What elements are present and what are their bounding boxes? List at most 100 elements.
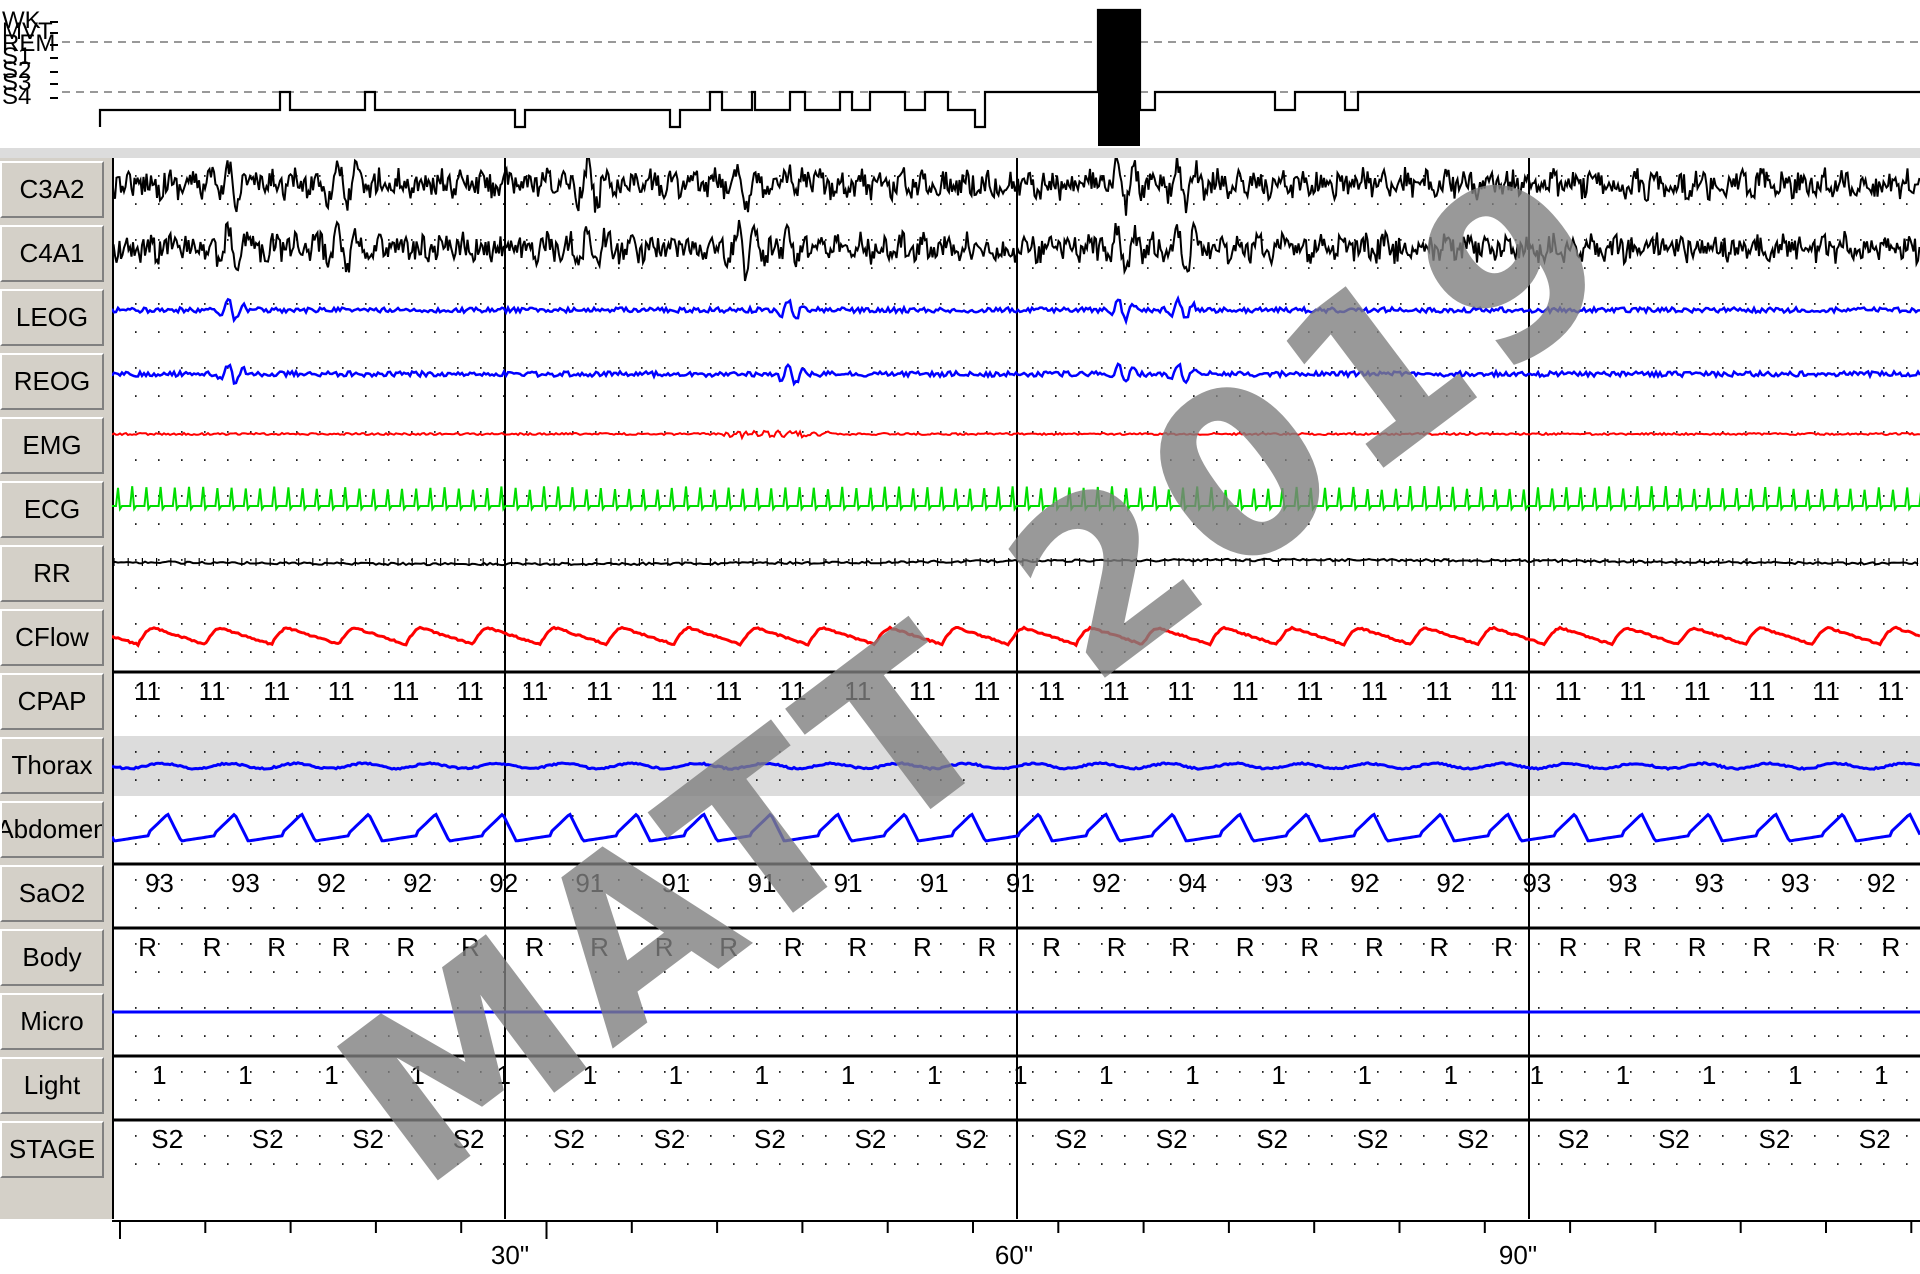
body-value: R [848, 932, 867, 962]
hypnogram[interactable]: WK MVT REM S1 S2 S3 S4 [0, 0, 1920, 148]
light-value: 1 [1099, 1060, 1113, 1090]
body-value: R [1171, 932, 1190, 962]
body-value: R [655, 932, 674, 962]
sao2-value: 93 [1522, 868, 1551, 898]
body-value: R [913, 932, 932, 962]
sao2-value: 93 [231, 868, 260, 898]
cpap-value: 11 [457, 676, 484, 706]
light-value: 1 [1616, 1060, 1630, 1090]
sao2-value: 92 [403, 868, 432, 898]
body-value: R [1430, 932, 1449, 962]
body-value: R [719, 932, 738, 962]
cpap-value: 11 [1296, 676, 1323, 706]
trace-cflow [111, 625, 1920, 648]
cpap-value: 11 [1361, 676, 1388, 706]
channel-button-abdomen[interactable]: Abdomen [0, 801, 104, 858]
light-value: 1 [238, 1060, 252, 1090]
body-value: R [1688, 932, 1707, 962]
sao2-value: 92 [1092, 868, 1121, 898]
channel-button-sao2[interactable]: SaO2 [0, 865, 104, 922]
stage-label-s1: S1 [2, 43, 31, 70]
sao2-value: 92 [1350, 868, 1379, 898]
channel-button-cflow[interactable]: CFlow [0, 609, 104, 666]
cpap-value: 11 [909, 676, 936, 706]
channel-button-body[interactable]: Body [0, 929, 104, 986]
sao2-value: 91 [575, 868, 604, 898]
channel-button-c4a1[interactable]: C4A1 [0, 225, 104, 282]
channel-button-cpap[interactable]: CPAP [0, 673, 104, 730]
channel-button-light[interactable]: Light [0, 1057, 104, 1114]
light-value: 1 [1702, 1060, 1716, 1090]
channel-button-thorax[interactable]: Thorax [0, 737, 104, 794]
stage-value: S2 [151, 1124, 183, 1154]
stage-label-s3: S3 [2, 69, 31, 96]
channel-button-rr[interactable]: RR [0, 545, 104, 602]
sao2-value: 93 [1264, 868, 1293, 898]
channel-button-leog[interactable]: LEOG [0, 289, 104, 346]
light-value: 1 [755, 1060, 769, 1090]
body-value: R [1300, 932, 1319, 962]
hypnogram-cursor-marker[interactable] [1098, 10, 1140, 146]
light-value: 1 [1013, 1060, 1027, 1090]
body-value: R [784, 932, 803, 962]
body-value: R [138, 932, 157, 962]
body-value: R [1559, 932, 1578, 962]
body-value: R [1107, 932, 1126, 962]
trace-abdomen [110, 812, 1920, 843]
body-value: R [267, 932, 286, 962]
body-value: R [1494, 932, 1513, 962]
cpap-value: 11 [199, 676, 226, 706]
channel-button-emg[interactable]: EMG [0, 417, 104, 474]
sao2-value: 91 [1006, 868, 1035, 898]
stage-value: S2 [654, 1124, 686, 1154]
channel-button-micro[interactable]: Micro [0, 993, 104, 1050]
signal-traces-plot: 11 11 11 11 11 11 11 11 11 11 11 11 11 11 11 11 11 11 11 11… [110, 149, 1920, 1219]
body-value: R [526, 932, 545, 962]
cpap-value: 11 [1425, 676, 1452, 706]
stage-label-mvt: MVT [2, 18, 53, 45]
light-value: 1 [927, 1060, 941, 1090]
cpap-value: 11 [1813, 676, 1840, 706]
stage-value: S2 [854, 1124, 886, 1154]
signal-traces-panel[interactable]: 11 11 11 11 11 11 11 11 11 11 11 11 11 11 11 11 11 11 11 11… [110, 149, 1920, 1219]
cpap-value: 11 [586, 676, 613, 706]
light-value: 1 [324, 1060, 338, 1090]
cpap-value: 11 [973, 676, 1000, 706]
stage-value: S2 [754, 1124, 786, 1154]
stage-label-s4: S4 [2, 83, 31, 110]
stage-value: S2 [1558, 1124, 1590, 1154]
cpap-value: 11 [651, 676, 678, 706]
light-value: 1 [152, 1060, 166, 1090]
channel-button-ecg[interactable]: ECG [0, 481, 104, 538]
channel-button-reog[interactable]: REOG [0, 353, 104, 410]
light-value: 1 [1530, 1060, 1544, 1090]
trace-light: 1 1 1 1 1 1 1 1 1 1 1 1 1 1 1 1 1 1 1 1 1 [112, 1054, 1920, 1090]
light-value: 1 [496, 1060, 510, 1090]
body-value: R [332, 932, 351, 962]
channel-button-c3a2[interactable]: C3A2 [0, 161, 104, 218]
sao2-value: 91 [748, 868, 777, 898]
sao2-value: 91 [834, 868, 863, 898]
cpap-value: 11 [1167, 676, 1194, 706]
cpap-value: 11 [328, 676, 355, 706]
sao2-value: 91 [661, 868, 690, 898]
trace-emg [111, 429, 1920, 441]
sao2-value: 92 [1436, 868, 1465, 898]
trace-sao2: 93 93 92 92 92 91 91 91 91 91 91 92 94 93 92 92 93 93 93 93… [112, 862, 1920, 898]
sao2-value: 92 [1867, 868, 1896, 898]
body-value: R [1365, 932, 1384, 962]
cpap-value: 11 [715, 676, 742, 706]
sao2-value: 92 [317, 868, 346, 898]
sao2-value: 93 [1695, 868, 1724, 898]
time-axis: 30" 60" 90" [112, 1219, 1920, 1270]
time-axis-label: 30" [491, 1240, 529, 1269]
body-value: R [1817, 932, 1836, 962]
trace-thorax [111, 761, 1920, 772]
sao2-value: 94 [1178, 868, 1207, 898]
stage-value: S2 [1055, 1124, 1087, 1154]
channel-button-stage[interactable]: STAGE [0, 1121, 104, 1178]
trace-c4a1 [111, 219, 1920, 282]
cpap-value: 11 [1038, 676, 1065, 706]
stage-value: S2 [352, 1124, 384, 1154]
